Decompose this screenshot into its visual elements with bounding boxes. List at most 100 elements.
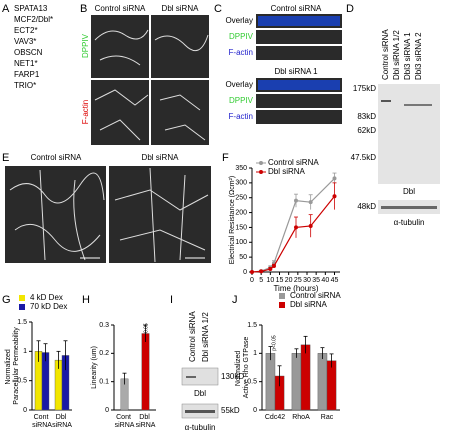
panel-label: F: [222, 152, 229, 164]
marker: 55kD: [221, 406, 240, 415]
bar: [141, 333, 150, 411]
panel-e: Control siRNA Dbl siRNA: [5, 153, 211, 263]
legend-marker: [259, 161, 263, 165]
panel-label: E: [2, 152, 9, 164]
x-tick-label: 25: [294, 277, 302, 284]
row-label: F-actin: [81, 100, 90, 124]
legend-label: Control siRNA: [268, 158, 319, 167]
group-title: Dbl siRNA 1: [274, 67, 318, 76]
legend-label: Dbl siRNA: [290, 300, 328, 309]
row-label: DPPIV: [81, 33, 90, 58]
band: [381, 100, 391, 102]
lane-label: Control siRNA: [381, 29, 390, 80]
x-tick-label: 5: [259, 277, 263, 284]
panel-i: Control siRNA Dbl siRNA 1/2 130kD Dbl 55…: [181, 311, 244, 432]
y-tick-label: 0.1: [99, 379, 109, 386]
x-tick-label: 10: [266, 277, 274, 284]
x-tick-label: Cdc42: [265, 414, 285, 421]
y-tick-label: 0: [23, 407, 27, 414]
gene: OBSCN: [14, 48, 43, 57]
point: [294, 198, 298, 203]
micrograph: [256, 30, 342, 44]
bar: [326, 360, 337, 411]
x-tick-label: Cont siRNA: [115, 414, 135, 429]
gene: FARP1: [14, 70, 40, 79]
group-title: Control siRNA: [271, 4, 322, 13]
lane-label: Control siRNA: [188, 311, 197, 362]
x-tick-label: 0: [250, 277, 254, 284]
band: [381, 206, 437, 209]
channel-label: F-actin: [229, 48, 253, 57]
micrograph: [256, 94, 342, 108]
y-tick-label: 0: [105, 407, 109, 414]
y-tick-label: 0: [243, 269, 247, 276]
blot-label: Dbl: [194, 389, 206, 398]
point: [332, 194, 337, 199]
panel-b: Control siRNA Dbl siRNA DPPIV F-actin: [81, 4, 209, 145]
blot: [181, 367, 219, 386]
overlay-stain: [258, 16, 340, 26]
x-tick-label: 15: [276, 277, 284, 284]
legend-label: Dbl siRNA: [268, 167, 306, 176]
cell-outline: [94, 29, 209, 141]
band: [185, 410, 215, 413]
micrograph: [109, 166, 211, 263]
marker: 62kD: [357, 126, 376, 135]
gene: VAV3*: [14, 37, 36, 46]
marker: 48kD: [357, 202, 376, 211]
point: [294, 225, 298, 230]
gene: NET1*: [14, 59, 38, 68]
channel-label: F-actin: [229, 112, 253, 121]
band: [404, 104, 432, 106]
legend-swatch: [279, 302, 285, 308]
legend-swatch: [19, 295, 25, 301]
legend-swatch: [279, 293, 285, 299]
column-title: Dbl siRNA: [162, 4, 200, 13]
micrograph: [91, 15, 149, 78]
blot-label: Dbl: [403, 187, 415, 196]
panel-label: H: [82, 294, 90, 306]
legend-label: 4 kD Dex: [30, 293, 63, 302]
panel-label: C: [214, 3, 222, 15]
bar: [317, 353, 328, 411]
micrograph: [256, 110, 342, 124]
annotation: p<0.05: [271, 335, 277, 351]
gene-list: SPATA13 MCF2/Dbl* ECT2* VAV3* OBSCN NET1…: [14, 4, 53, 90]
x-tick-label: 35: [312, 277, 320, 284]
legend-label: 70 kD Dex: [30, 302, 67, 311]
y-tick-label: 0.3: [99, 322, 109, 329]
point: [259, 269, 264, 274]
y-axis-label: Electrical Resistance (Ωcm²): [229, 176, 236, 264]
x-tick-label: Rac: [321, 414, 334, 421]
blot-label: α-tubulin: [185, 423, 216, 432]
y-tick-label: 1: [23, 348, 27, 355]
panel-d: Control siRNA Dbl siRNA 1/2 Dbl3 siRNA 1…: [351, 29, 440, 227]
point: [268, 267, 273, 272]
panel-label: G: [2, 294, 11, 306]
x-tick-label: Dbl siRNA: [52, 414, 72, 429]
x-tick-label: Dbl siRNA: [136, 414, 156, 429]
panel-label: D: [346, 3, 354, 15]
panel-label: B: [80, 3, 87, 15]
x-tick-label: 40: [321, 277, 329, 284]
gene: SPATA13: [14, 4, 48, 13]
x-axis-label: Time (hours): [273, 284, 318, 293]
gene: TRIO*: [14, 81, 36, 90]
marker: 130kD: [221, 372, 244, 381]
y-tick-label: 300: [235, 180, 247, 187]
micrograph: [151, 15, 209, 78]
column-title: Control siRNA: [95, 4, 146, 13]
y-axis-label: Normalized Paracellular Permeability: [5, 327, 20, 405]
x-tick-label: RhoA: [292, 414, 310, 421]
overlay-stain: [258, 80, 340, 90]
y-tick-label: 200: [235, 209, 247, 216]
x-tick-label: 20: [285, 277, 293, 284]
lane-label: Dbl siRNA 1/2: [201, 312, 210, 362]
marker: 175kD: [353, 84, 376, 93]
panel-labels: A B C D E F G H I J: [2, 3, 354, 306]
cell-outline: [9, 167, 209, 263]
channel-label: DPPIV: [229, 32, 254, 41]
marker: 47.5kD: [351, 153, 377, 162]
x-tick-label: 30: [303, 277, 311, 284]
